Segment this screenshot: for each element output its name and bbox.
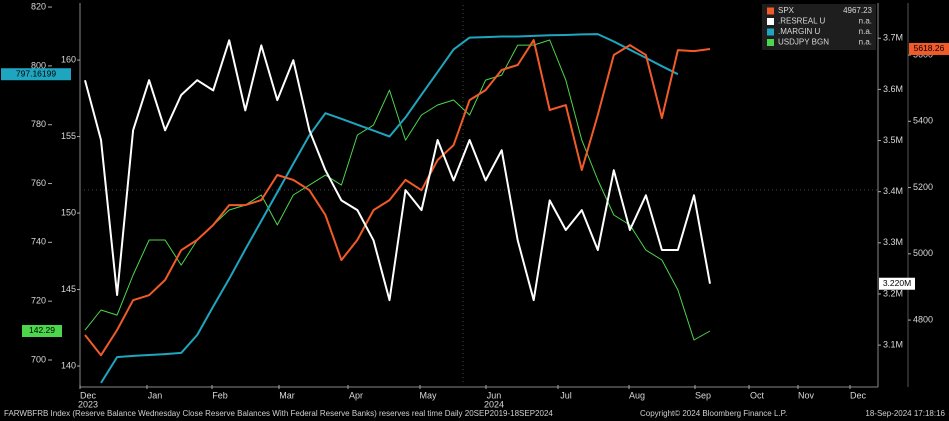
x-tick-label: Oct — [750, 390, 765, 400]
series-line — [84, 39, 711, 357]
last-value-label: 142.29 — [29, 325, 55, 335]
y-tick-label: 5400 — [913, 116, 933, 126]
last-value-label: 5618.26 — [914, 43, 945, 53]
x-tick-label: Dec — [850, 390, 867, 400]
y-tick-label: 5200 — [913, 182, 933, 192]
x-tick-label: Mar — [279, 390, 295, 400]
x-tick-label: Jun — [487, 390, 502, 400]
x-tick-label: Apr — [349, 390, 363, 400]
legend-box — [762, 4, 876, 50]
series-line — [100, 33, 679, 384]
y-tick-label: 760 — [31, 178, 46, 188]
last-value-tag — [909, 42, 949, 55]
footer-source: FARWBFRB Index (Reserve Balance Wednesda… — [4, 409, 553, 418]
year-label: 2023 — [78, 399, 98, 409]
y-tick-label: 740 — [31, 237, 46, 247]
legend-swatch — [767, 18, 774, 25]
legend-swatch — [767, 7, 774, 15]
legend-label: .RESREAL U — [778, 17, 825, 26]
y-tick-label: 720 — [31, 296, 46, 306]
y-tick-label: 5000 — [913, 248, 933, 258]
y-tick-label: 3.4M — [883, 186, 903, 196]
x-tick-label: Dec — [80, 390, 97, 400]
footer-timestamp: 18-Sep-2024 17:18:16 — [865, 409, 945, 418]
y-tick-label: 820 — [31, 1, 46, 11]
y-tick-label: 160 — [61, 54, 76, 64]
y-tick-label: 3.2M — [883, 288, 903, 298]
x-tick-label: Sep — [695, 390, 711, 400]
last-value-tag — [1, 68, 71, 81]
y-tick-label: 3.3M — [883, 237, 903, 247]
x-tick-label: Nov — [798, 390, 815, 400]
legend-label: .MARGIN U — [778, 27, 820, 36]
legend-label: SPX — [778, 6, 795, 15]
year-label: 2024 — [484, 399, 504, 409]
legend-value: 4967.23 — [843, 6, 872, 15]
last-value-tag — [22, 324, 62, 337]
y-tick-label: 140 — [61, 360, 76, 370]
last-value-tag — [879, 277, 915, 290]
footer-copyright: Copyright© 2024 Bloomberg Finance L.P. — [640, 409, 787, 418]
x-tick-label: Feb — [212, 390, 228, 400]
legend-label: USDJPY BGN — [778, 38, 829, 47]
x-tick-label: Jan — [148, 390, 163, 400]
y-tick-label: 3.1M — [883, 339, 903, 349]
last-value-label: 797.16199 — [16, 68, 56, 78]
y-tick-label: 700 — [31, 354, 46, 364]
y-tick-label: 145 — [61, 284, 76, 294]
legend-swatch — [767, 28, 774, 36]
legend-value: n.a. — [859, 27, 872, 36]
y-tick-label: 155 — [61, 131, 76, 141]
x-tick-label: May — [419, 390, 437, 400]
legend-swatch — [767, 39, 774, 46]
x-tick-label: Aug — [629, 390, 645, 400]
series-line — [84, 39, 711, 341]
legend-value: n.a. — [859, 38, 872, 47]
y-tick-label: 3.5M — [883, 135, 903, 145]
x-tick-label: Jul — [560, 390, 572, 400]
y-tick-label: 150 — [61, 207, 76, 217]
y-tick-label: 780 — [31, 119, 46, 129]
y-tick-label: 4800 — [913, 314, 933, 324]
y-tick-label: 800 — [31, 60, 46, 70]
last-value-label: 3.220M — [883, 278, 911, 288]
legend-value: n.a. — [859, 17, 872, 26]
y-tick-label: 3.6M — [883, 84, 903, 94]
series-line — [84, 39, 711, 302]
y-tick-label: 3.7M — [883, 33, 903, 43]
